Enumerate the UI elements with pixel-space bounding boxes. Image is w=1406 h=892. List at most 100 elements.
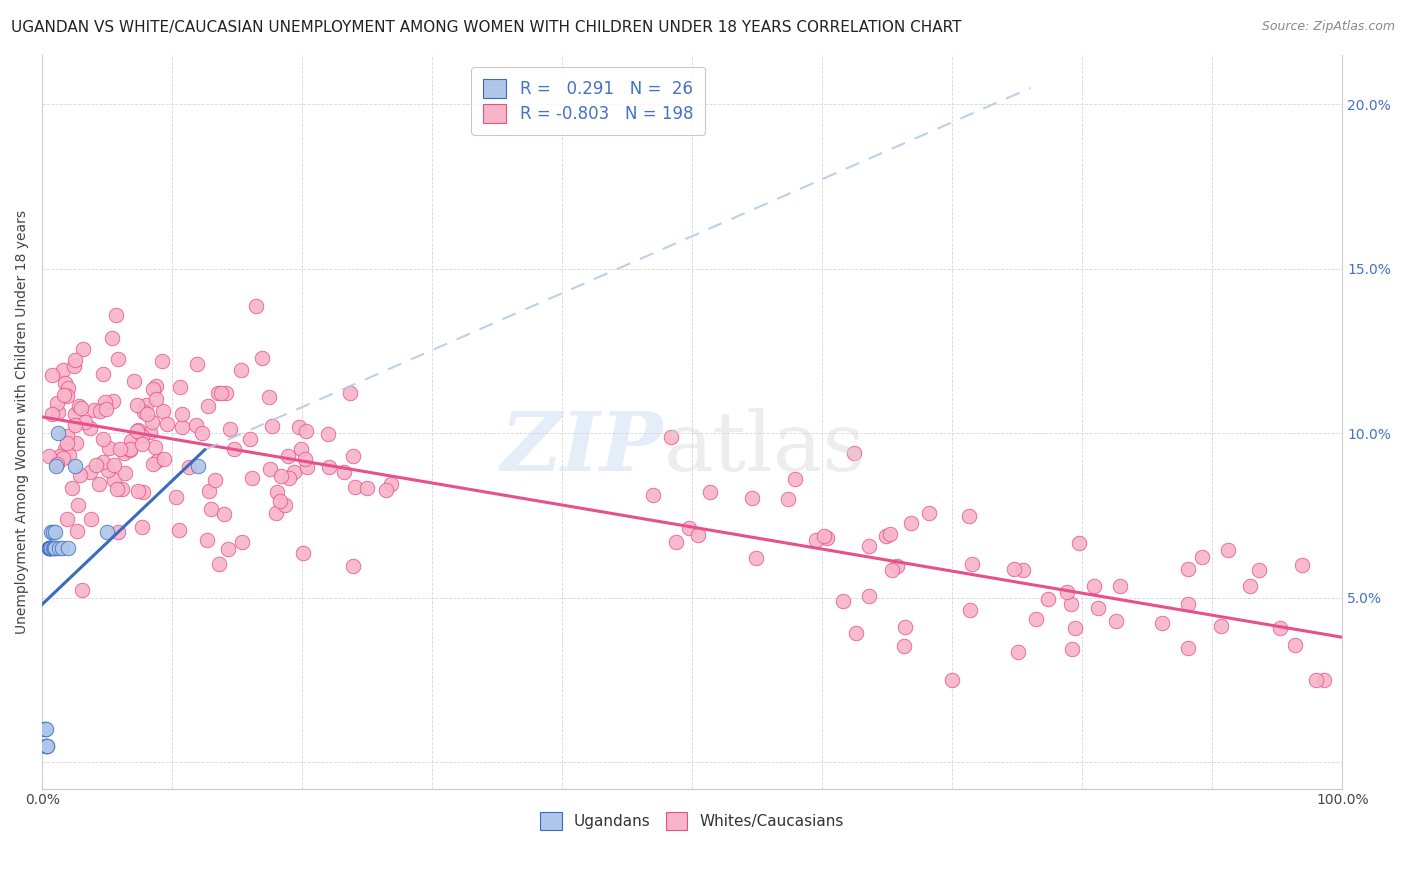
Point [73, 415, 96, 429]
Point [191, 425, 214, 440]
Point [35, 739, 58, 753]
Point [295, 460, 318, 475]
Point [186, 417, 208, 432]
Point [785, 472, 807, 486]
Point [52, 363, 75, 377]
Point [152, 404, 174, 418]
Point [893, 640, 915, 654]
Point [112, 446, 135, 460]
Point [44, 541, 66, 556]
Point [96, 524, 118, 539]
Point [1305, 673, 1327, 687]
Text: ZIP: ZIP [501, 408, 664, 488]
Point [374, 483, 396, 497]
Point [1268, 622, 1291, 636]
Point [79, 420, 101, 434]
Point [49, 450, 72, 464]
Point [165, 491, 187, 505]
Point [1012, 563, 1035, 577]
Point [145, 379, 167, 393]
Point [1083, 578, 1105, 592]
Point [120, 442, 142, 456]
Point [98, 441, 121, 455]
Point [277, 449, 299, 463]
Point [1150, 616, 1173, 631]
Point [832, 594, 855, 608]
Point [38, 541, 60, 556]
Point [120, 443, 142, 458]
Point [52, 450, 75, 465]
Point [1209, 619, 1232, 633]
Point [1002, 562, 1025, 576]
Point [34, 723, 56, 737]
Point [858, 589, 880, 603]
Point [1007, 645, 1029, 659]
Point [900, 516, 922, 530]
Point [1062, 641, 1084, 656]
Point [665, 534, 688, 549]
Point [97, 463, 120, 477]
Point [266, 485, 288, 500]
Text: UGANDAN VS WHITE/CAUCASIAN UNEMPLOYMENT AMONG WOMEN WITH CHILDREN UNDER 18 YEARS: UGANDAN VS WHITE/CAUCASIAN UNEMPLOYMENT … [11, 20, 962, 35]
Point [294, 452, 316, 467]
Point [222, 442, 245, 456]
Point [131, 429, 153, 443]
Point [858, 539, 880, 553]
Point [46, 405, 69, 419]
Point [55, 389, 77, 403]
Point [41, 368, 63, 382]
Point [941, 673, 963, 687]
Point [1087, 600, 1109, 615]
Point [1025, 612, 1047, 626]
Point [150, 354, 173, 368]
Point [318, 460, 340, 475]
Point [1177, 597, 1199, 611]
Point [287, 420, 309, 434]
Point [135, 398, 157, 412]
Point [1105, 614, 1128, 628]
Point [39, 524, 62, 539]
Point [218, 422, 240, 436]
Point [131, 520, 153, 534]
Point [880, 563, 903, 577]
Point [1249, 563, 1271, 577]
Point [52, 388, 75, 402]
Point [187, 459, 209, 474]
Point [80, 512, 103, 526]
Point [63, 359, 86, 373]
Point [56, 512, 79, 526]
Point [641, 488, 664, 502]
Point [58, 541, 80, 556]
Point [197, 400, 219, 414]
Point [96, 401, 118, 416]
Point [343, 480, 366, 494]
Point [101, 394, 124, 409]
Point [114, 466, 136, 480]
Point [844, 445, 866, 459]
Point [200, 502, 222, 516]
Point [83, 403, 105, 417]
Point [380, 477, 402, 491]
Point [127, 423, 149, 437]
Point [91, 432, 114, 446]
Point [127, 425, 149, 439]
Point [91, 367, 114, 381]
Point [46, 396, 69, 410]
Point [53, 442, 76, 456]
Point [45, 459, 67, 474]
Point [143, 440, 166, 454]
Point [215, 386, 238, 401]
Point [179, 459, 201, 474]
Point [131, 437, 153, 451]
Point [195, 533, 218, 548]
Point [93, 395, 115, 409]
Point [56, 381, 79, 395]
Point [186, 358, 208, 372]
Point [894, 620, 917, 634]
Point [41, 524, 63, 539]
Point [959, 508, 981, 523]
Point [339, 385, 361, 400]
Point [806, 533, 828, 547]
Point [142, 457, 165, 471]
Point [38, 541, 60, 556]
